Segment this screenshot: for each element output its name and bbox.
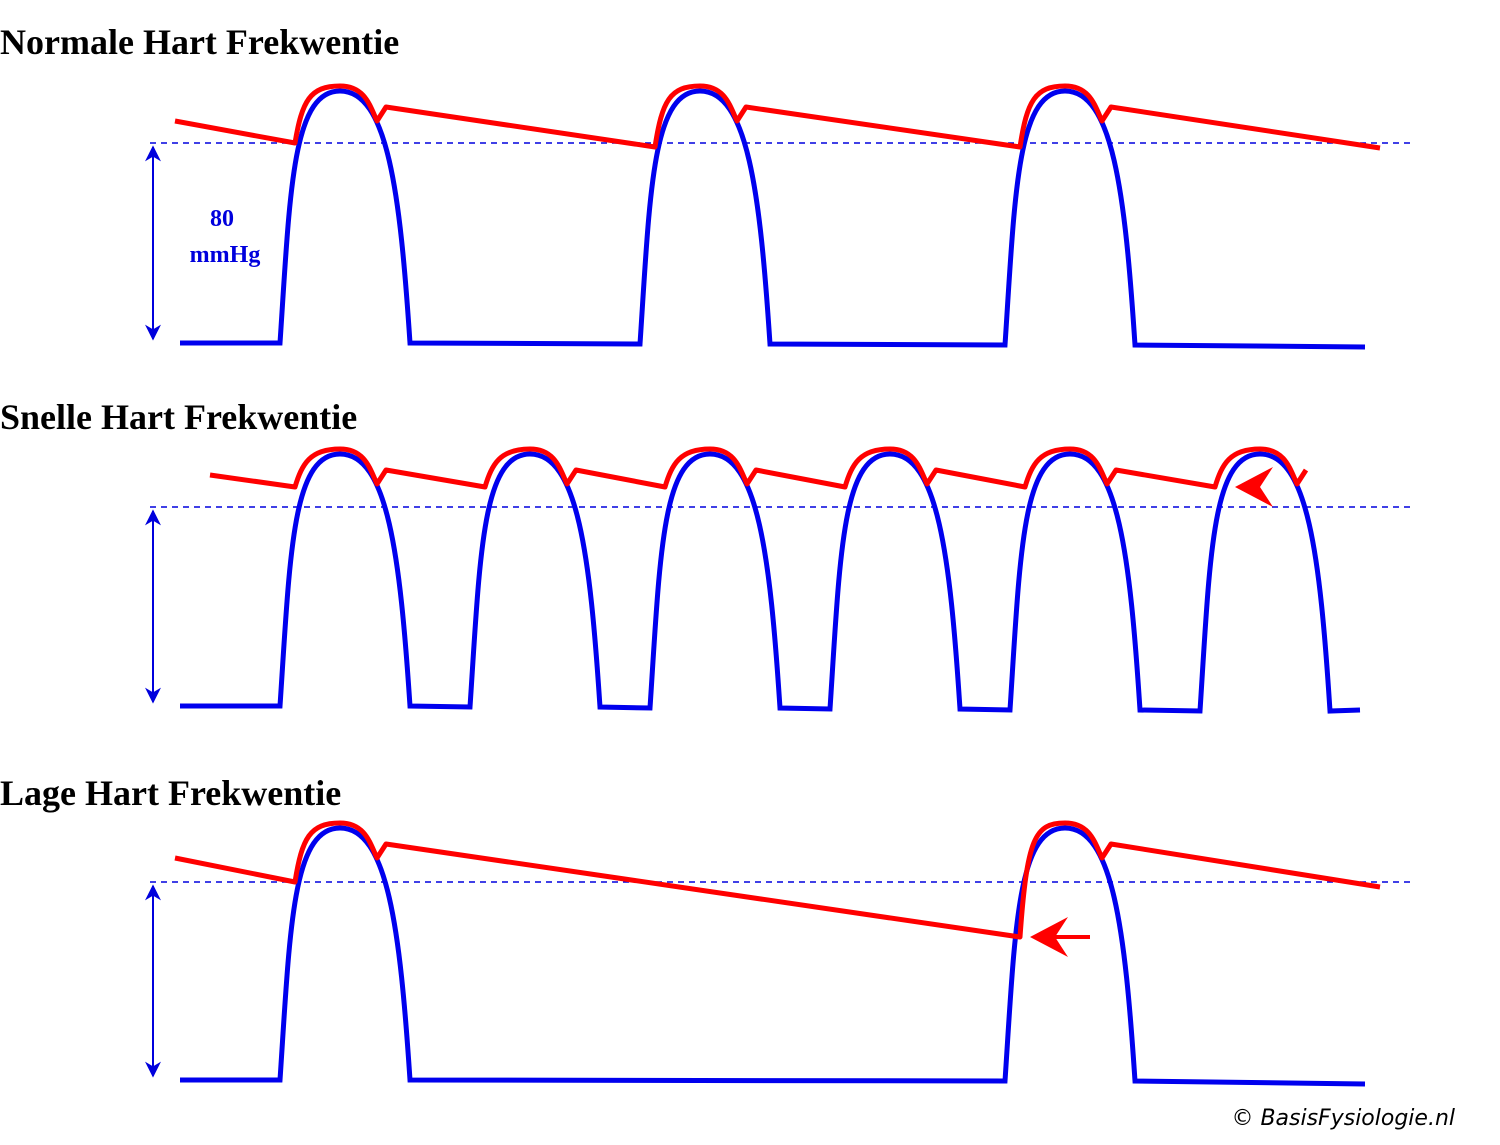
arrow-head: [1235, 467, 1273, 507]
waveforms: [145, 83, 1410, 1087]
pressure-unit: mmHg: [190, 242, 261, 268]
arrow-head: [1030, 917, 1068, 957]
ventricle-pressure: [180, 451, 1361, 714]
copyright: © BasisFysiologie.nl: [1231, 1106, 1455, 1131]
ventricle-pressure: [180, 825, 1366, 1087]
ventricle-pressure: [180, 88, 1366, 350]
panel-title: Snelle Hart Frekwentie: [0, 397, 357, 437]
panel-title: Normale Hart Frekwentie: [0, 22, 399, 62]
aortic-pressure: [174, 83, 1381, 151]
panel-title: Lage Hart Frekwentie: [0, 773, 341, 813]
pressure-value: 80: [210, 206, 234, 232]
aortic-pressure: [174, 820, 1381, 940]
aortic-pressure: [209, 446, 1309, 490]
